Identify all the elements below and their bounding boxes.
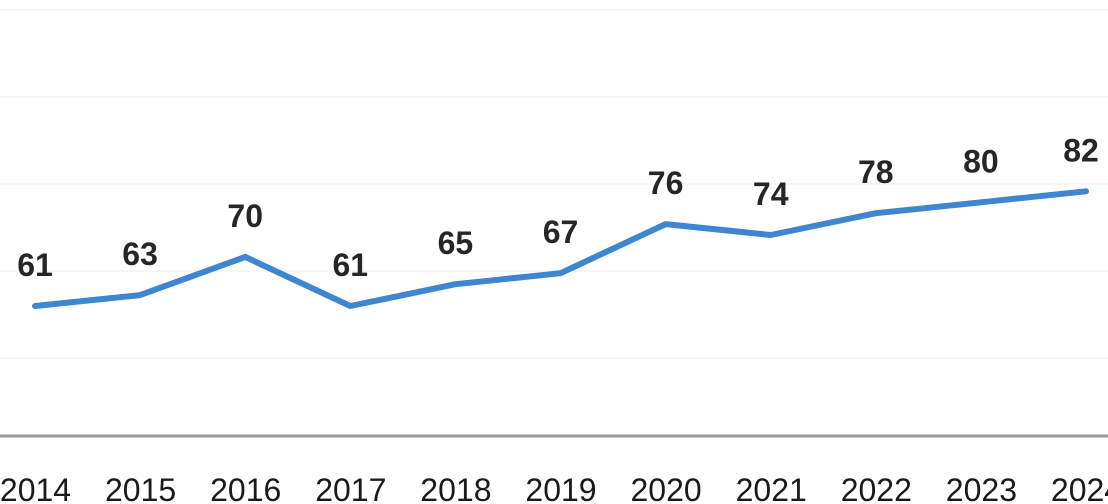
data-label-2021: 74 (753, 176, 789, 212)
x-tick-2017: 2017 (315, 472, 386, 504)
data-label-2019: 67 (543, 214, 579, 250)
data-label-2024: 82 (1063, 132, 1099, 168)
x-tick-2021: 2021 (736, 472, 807, 504)
data-label-2016: 70 (227, 198, 263, 234)
data-label-2017: 61 (333, 247, 369, 283)
data-label-2015: 63 (122, 236, 158, 272)
data-label-2014: 61 (17, 247, 53, 283)
x-tick-2020: 2020 (631, 472, 702, 504)
x-tick-2022: 2022 (841, 472, 912, 504)
x-tick-2019: 2019 (525, 472, 596, 504)
x-tick-2016: 2016 (210, 472, 281, 504)
x-tick-2015: 2015 (105, 472, 176, 504)
data-label-2020: 76 (648, 165, 684, 201)
data-label-2018: 65 (438, 225, 474, 261)
x-tick-2023: 2023 (946, 472, 1017, 504)
data-label-2022: 78 (858, 154, 894, 190)
x-tick-2024: 2024 (1051, 472, 1108, 504)
data-labels: 61 63 70 61 65 67 76 74 78 80 82 (17, 132, 1099, 283)
x-tick-labels: 2014 2015 2016 2017 2018 2019 2020 2021 2022 2023… (0, 472, 1108, 504)
x-tick-2014: 2014 (0, 472, 71, 504)
x-tick-2018: 2018 (420, 472, 491, 504)
data-label-2023: 80 (963, 143, 999, 179)
series-line (32, 188, 1089, 309)
gridlines (0, 9, 1108, 359)
